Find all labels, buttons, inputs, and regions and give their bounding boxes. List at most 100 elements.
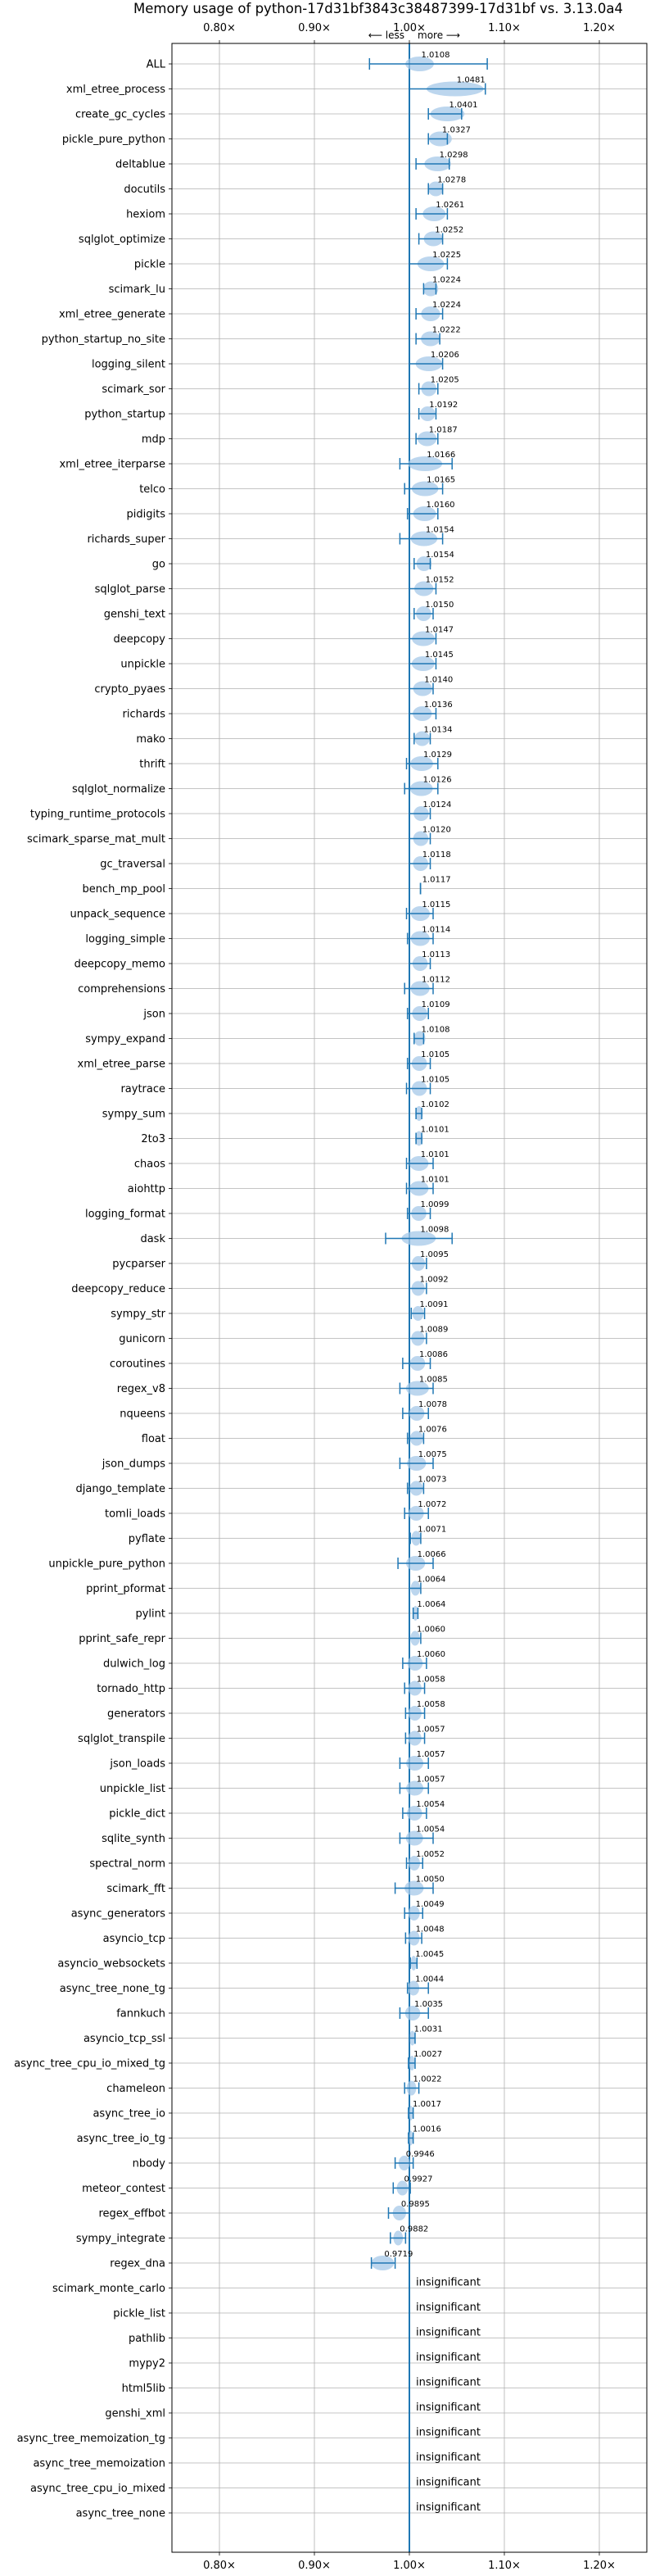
value-label: 1.0049 bbox=[416, 1900, 445, 1909]
insignificant-label: insignificant bbox=[416, 2352, 481, 2364]
value-label: 1.0060 bbox=[417, 1650, 445, 1659]
y-tick-label: fannkuch bbox=[116, 2008, 165, 2020]
y-tick-label: python_startup bbox=[84, 409, 165, 421]
value-label: 1.0048 bbox=[416, 1925, 445, 1934]
y-tick-label: async_tree_cpu_io_mixed_tg bbox=[14, 2058, 165, 2070]
y-tick-label: pycparser bbox=[112, 1259, 165, 1271]
y-tick-label: bench_mp_pool bbox=[82, 883, 165, 896]
y-tick-label: xml_etree_parse bbox=[78, 1059, 165, 1071]
y-tick-label: nqueens bbox=[120, 1408, 165, 1421]
x-tick-label-bottom: 0.90× bbox=[298, 2560, 331, 2572]
insignificant-label: insignificant bbox=[416, 2401, 481, 2414]
y-tick-label: sqlglot_normalize bbox=[72, 783, 165, 796]
value-label: 1.0224 bbox=[432, 276, 461, 285]
value-label: 1.0129 bbox=[423, 751, 452, 760]
y-tick-label: sqlglot_parse bbox=[95, 583, 165, 596]
y-tick-label: xml_etree_iterparse bbox=[59, 459, 165, 471]
value-label: 1.0058 bbox=[417, 1676, 445, 1685]
value-label: 1.0222 bbox=[432, 326, 461, 335]
value-label: 1.0101 bbox=[421, 1176, 449, 1185]
value-label: 1.0126 bbox=[423, 776, 452, 785]
value-label: 1.0105 bbox=[421, 1050, 449, 1059]
value-label: 1.0092 bbox=[420, 1276, 449, 1285]
value-label: 1.0064 bbox=[417, 1600, 445, 1609]
y-tick-label: chaos bbox=[134, 1159, 165, 1171]
value-label: 1.0017 bbox=[413, 2100, 441, 2109]
value-label: 1.0057 bbox=[417, 1776, 445, 1785]
insignificant-label: insignificant bbox=[416, 2427, 481, 2439]
y-tick-label: spectral_norm bbox=[89, 1858, 165, 1871]
value-label: 1.0078 bbox=[418, 1400, 447, 1409]
y-tick-label: sqlglot_transpile bbox=[78, 1733, 165, 1745]
y-tick-label: gunicorn bbox=[119, 1333, 165, 1345]
y-tick-label: deepcopy bbox=[113, 633, 165, 646]
insignificant-label: insignificant bbox=[416, 2501, 481, 2514]
y-tick-label: unpack_sequence bbox=[70, 909, 165, 921]
value-label: 1.0192 bbox=[429, 401, 458, 410]
y-tick-label: regex_dna bbox=[110, 2258, 165, 2270]
value-label: 1.0187 bbox=[429, 426, 458, 435]
value-label: 1.0298 bbox=[440, 151, 468, 160]
value-label: 1.0076 bbox=[418, 1426, 447, 1435]
value-label: 1.0109 bbox=[422, 1000, 450, 1009]
y-tick-label: sympy_str bbox=[111, 1308, 165, 1321]
value-label: 0.9946 bbox=[406, 2150, 435, 2159]
value-label: 0.9719 bbox=[384, 2250, 413, 2259]
value-label: 1.0054 bbox=[416, 1825, 445, 1834]
x-tick-label-top: 1.00× bbox=[393, 22, 426, 34]
y-tick-label: asyncio_tcp bbox=[103, 1933, 165, 1945]
y-tick-label: scimark_sor bbox=[102, 383, 165, 396]
x-tick-label-bottom: 1.00× bbox=[393, 2560, 426, 2572]
value-label: 1.0086 bbox=[419, 1350, 448, 1359]
y-tick-label: regex_effbot bbox=[98, 2208, 165, 2220]
x-tick-label-top: 0.80× bbox=[203, 22, 236, 34]
y-tick-label: raytrace bbox=[120, 1083, 165, 1095]
y-tick-label: regex_v8 bbox=[117, 1383, 165, 1395]
insignificant-label: insignificant bbox=[416, 2451, 481, 2464]
y-tick-label: mypy2 bbox=[129, 2358, 165, 2370]
y-tick-label: pprint_pformat bbox=[86, 1583, 165, 1595]
plot-frame bbox=[171, 43, 648, 2553]
y-tick-label: logging_simple bbox=[85, 933, 165, 946]
y-tick-label: telco bbox=[139, 483, 165, 496]
y-tick-label: logging_silent bbox=[92, 359, 165, 371]
y-tick-label: async_tree_io_tg bbox=[77, 2133, 165, 2145]
value-label: 1.0261 bbox=[436, 201, 464, 210]
x-tick-label-bottom: 0.80× bbox=[203, 2560, 236, 2572]
y-tick-label: mdp bbox=[142, 433, 165, 446]
y-tick-label: async_tree_none_tg bbox=[60, 1983, 165, 1995]
y-tick-label: nbody bbox=[133, 2158, 166, 2170]
value-label: 1.0117 bbox=[422, 876, 451, 885]
y-tick-label: pickle_dict bbox=[109, 1808, 165, 1821]
y-tick-label: deepcopy_reduce bbox=[71, 1283, 165, 1295]
y-tick-label: sympy_sum bbox=[102, 1109, 165, 1121]
insignificant-label: insignificant bbox=[416, 2302, 481, 2314]
y-tick-label: scimark_monte_carlo bbox=[52, 2283, 165, 2295]
y-tick-label: pickle_pure_python bbox=[62, 134, 165, 146]
value-label: 1.0115 bbox=[422, 900, 450, 909]
value-label: 1.0252 bbox=[435, 226, 463, 235]
value-label: 1.0112 bbox=[422, 976, 450, 985]
value-label: 1.0045 bbox=[415, 1950, 444, 1959]
less-annotation: ⟵ less bbox=[368, 29, 404, 41]
value-label: 1.0027 bbox=[413, 2050, 442, 2059]
value-label: 0.9882 bbox=[400, 2225, 428, 2234]
value-label: 1.0108 bbox=[422, 1026, 450, 1035]
y-tick-label: docutils bbox=[124, 184, 165, 196]
value-label: 1.0091 bbox=[420, 1300, 449, 1309]
y-tick-label: genshi_xml bbox=[105, 2408, 165, 2420]
more-annotation: more ⟶ bbox=[418, 29, 460, 41]
y-tick-label: pprint_safe_repr bbox=[79, 1633, 165, 1645]
y-tick-label: generators bbox=[107, 1708, 165, 1721]
y-tick-label: python_startup_no_site bbox=[42, 333, 165, 346]
value-label: 1.0044 bbox=[415, 1975, 444, 1984]
y-tick-label: async_tree_none bbox=[76, 2508, 165, 2520]
y-tick-label: pyflate bbox=[129, 1533, 165, 1545]
value-label: 1.0058 bbox=[417, 1700, 445, 1709]
value-label: 1.0134 bbox=[424, 726, 453, 735]
y-tick-label: mako bbox=[136, 733, 165, 746]
value-label: 1.0064 bbox=[417, 1576, 445, 1585]
value-label: 1.0016 bbox=[413, 2125, 441, 2134]
value-label: 1.0101 bbox=[421, 1126, 449, 1135]
